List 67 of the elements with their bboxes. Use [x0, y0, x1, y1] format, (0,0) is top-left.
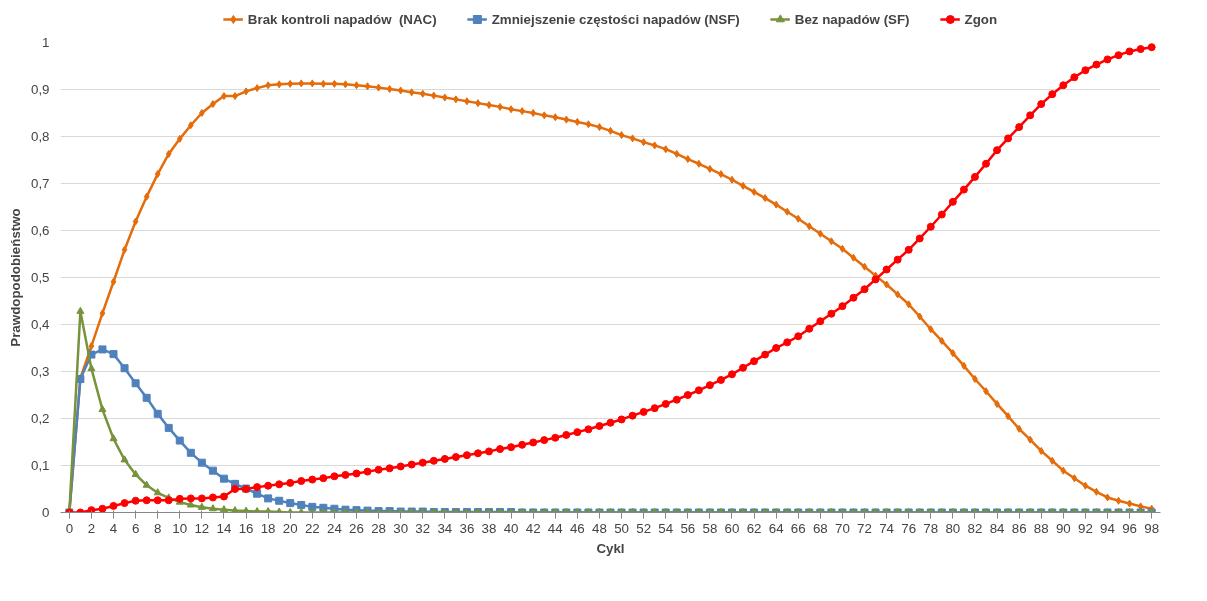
- x-tick-label: 6: [131, 520, 140, 536]
- x-tick-label: 20: [282, 520, 298, 536]
- x-tick-label: 88: [1033, 520, 1049, 536]
- x-tick-label: 96: [1122, 520, 1137, 536]
- x-tick-label: 68: [812, 520, 828, 536]
- x-axis-title: Cykl: [596, 540, 625, 556]
- x-tick-label: 82: [967, 520, 983, 536]
- x-tick-label: 64: [768, 520, 785, 536]
- x-tick-label: 66: [790, 520, 806, 536]
- x-tick-label: 26: [349, 520, 364, 536]
- x-tick-label: 76: [901, 520, 917, 536]
- x-tick-label: 8: [153, 520, 162, 536]
- x-tick-label: 40: [503, 520, 519, 536]
- x-tick-label: 92: [1077, 520, 1093, 536]
- y-tick-label: 0,3: [30, 364, 50, 379]
- x-tick-label: 74: [879, 520, 895, 536]
- y-tick-label: 0,6: [30, 223, 50, 238]
- x-tick-label: 48: [592, 520, 607, 536]
- y-tick-label: 0,1: [30, 458, 50, 473]
- x-tick-label: 78: [923, 520, 939, 536]
- x-tick-label: 14: [216, 520, 232, 536]
- x-tick-label: 72: [857, 520, 872, 536]
- x-tick-label: 36: [459, 520, 475, 536]
- legend-label: Bez napadów (SF): [794, 11, 910, 27]
- legend-label: Brak kontroli napadów (NAC): [247, 11, 437, 27]
- x-tick-label: 44: [547, 520, 564, 536]
- x-tick-label: 4: [109, 520, 118, 536]
- x-tick-label: 28: [371, 520, 386, 536]
- x-tick-label: 16: [238, 520, 254, 536]
- x-tick-label: 10: [172, 520, 188, 536]
- y-tick-label: 0,2: [30, 411, 50, 426]
- x-tick-label: 98: [1144, 520, 1160, 536]
- x-tick-label: 56: [680, 520, 696, 536]
- x-tick-label: 18: [260, 520, 276, 536]
- x-tick-label: 86: [1011, 520, 1027, 536]
- x-tick-label: 38: [481, 520, 497, 536]
- x-tick-label: 80: [945, 520, 961, 536]
- x-tick-label: 94: [1100, 520, 1116, 536]
- x-tick-label: 50: [614, 520, 629, 536]
- legend-label: Zgon: [964, 11, 998, 27]
- x-tick-label: 42: [525, 520, 541, 536]
- y-tick-label: 0,5: [30, 270, 50, 285]
- x-tick-label: 58: [702, 520, 718, 536]
- x-tick-label: 54: [658, 520, 674, 536]
- y-tick-label: 0,7: [30, 176, 50, 191]
- x-tick-label: 12: [194, 520, 210, 536]
- x-tick-label: 46: [569, 520, 585, 536]
- x-tick-label: 62: [746, 520, 762, 536]
- x-tick-label: 52: [636, 520, 652, 536]
- x-tick-label: 60: [724, 520, 740, 536]
- x-tick-label: 2: [87, 520, 96, 536]
- x-tick-label: 34: [437, 520, 453, 536]
- x-tick-label: 0: [65, 520, 74, 536]
- x-tick-label: 32: [415, 520, 431, 536]
- legend-label: Zmniejszenie częstości napadów (NSF): [491, 11, 740, 27]
- x-tick-label: 90: [1055, 520, 1071, 536]
- y-tick-label: 0: [42, 505, 50, 520]
- x-tick-label: 30: [393, 520, 409, 536]
- y-tick-label: 1: [42, 35, 50, 50]
- y-tick-label: 0,8: [30, 129, 50, 144]
- x-tick-label: 70: [835, 520, 850, 536]
- y-tick-label: 0,4: [30, 317, 51, 332]
- y-tick-label: 0,9: [30, 82, 50, 97]
- y-axis-title: Prawdopodobieństwo: [7, 208, 23, 347]
- x-tick-label: 22: [304, 520, 320, 536]
- x-tick-label: 24: [326, 520, 343, 536]
- x-tick-label: 84: [989, 520, 1006, 536]
